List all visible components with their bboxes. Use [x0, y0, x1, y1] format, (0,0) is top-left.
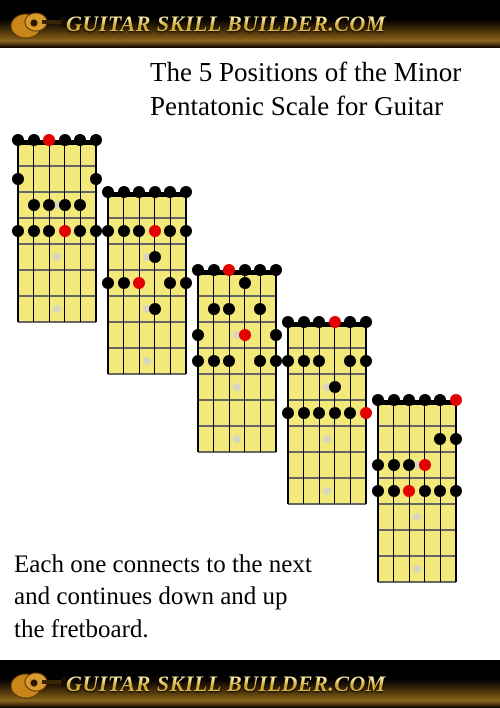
- header-banner: GUITAR SKILL BUILDER.COM: [0, 0, 500, 48]
- note-dot: [282, 355, 294, 367]
- note-dot: [192, 329, 204, 341]
- note-dot: [59, 225, 71, 237]
- note-dot: [239, 277, 251, 289]
- note-dot: [149, 303, 161, 315]
- footer-caption: Each one connects to the next and contin…: [14, 549, 314, 647]
- fretboard-position-4: [288, 322, 366, 504]
- note-dot: [208, 264, 220, 276]
- footer-banner: GUITAR SKILL BUILDER.COM: [0, 660, 500, 708]
- note-dot: [28, 134, 40, 146]
- note-dot: [360, 355, 372, 367]
- note-dot: [118, 277, 130, 289]
- note-dot: [388, 459, 400, 471]
- fretboard-position-2: [108, 192, 186, 374]
- note-dot: [329, 381, 341, 393]
- note-dot: [388, 394, 400, 406]
- guitar-icon: [6, 666, 66, 702]
- note-dot: [270, 355, 282, 367]
- note-dot: [270, 329, 282, 341]
- note-dot: [450, 485, 462, 497]
- note-dot: [388, 485, 400, 497]
- note-dot: [282, 316, 294, 328]
- note-dot: [360, 316, 372, 328]
- note-dot: [28, 225, 40, 237]
- note-dot: [270, 264, 282, 276]
- note-dot: [118, 225, 130, 237]
- note-dot: [329, 407, 341, 419]
- note-dot: [12, 134, 24, 146]
- note-dot: [102, 277, 114, 289]
- note-dot: [329, 316, 341, 328]
- note-dot: [180, 186, 192, 198]
- note-dot: [239, 264, 251, 276]
- note-dot: [90, 173, 102, 185]
- note-dot: [59, 199, 71, 211]
- note-dot: [90, 225, 102, 237]
- note-dot: [59, 134, 71, 146]
- note-dot: [192, 355, 204, 367]
- note-dot: [450, 433, 462, 445]
- note-dot: [239, 329, 251, 341]
- note-dot: [12, 225, 24, 237]
- note-dot: [149, 186, 161, 198]
- fretboard-position-3: [198, 270, 276, 452]
- note-dot: [102, 225, 114, 237]
- note-dot: [298, 407, 310, 419]
- note-dot: [282, 407, 294, 419]
- note-dot: [298, 355, 310, 367]
- note-dot: [419, 459, 431, 471]
- note-dot: [450, 394, 462, 406]
- note-dot: [208, 355, 220, 367]
- note-dot: [180, 225, 192, 237]
- note-dot: [102, 186, 114, 198]
- note-dot: [149, 251, 161, 263]
- guitar-icon: [6, 6, 66, 42]
- fretboard-position-1: [18, 140, 96, 322]
- note-dot: [149, 225, 161, 237]
- note-dot: [372, 485, 384, 497]
- banner-title: GUITAR SKILL BUILDER.COM: [66, 11, 386, 37]
- note-dot: [419, 394, 431, 406]
- note-dot: [360, 407, 372, 419]
- note-dot: [12, 173, 24, 185]
- note-dot: [118, 186, 130, 198]
- banner-title: GUITAR SKILL BUILDER.COM: [66, 671, 386, 697]
- note-dot: [372, 394, 384, 406]
- fretboard-position-5: [378, 400, 456, 582]
- note-dot: [180, 277, 192, 289]
- note-dot: [298, 316, 310, 328]
- note-dot: [372, 459, 384, 471]
- note-dot: [90, 134, 102, 146]
- page-title: The 5 Positions of the Minor Pentatonic …: [150, 56, 490, 124]
- note-dot: [28, 199, 40, 211]
- note-dot: [208, 303, 220, 315]
- note-dot: [419, 485, 431, 497]
- note-dot: [192, 264, 204, 276]
